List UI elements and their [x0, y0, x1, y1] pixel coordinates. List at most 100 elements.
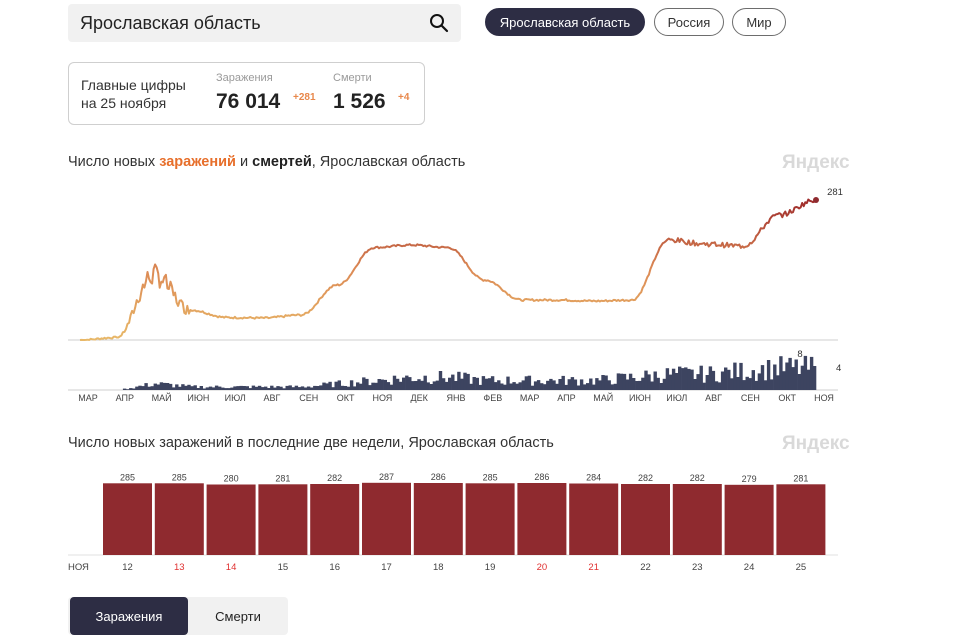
deaths-bar	[303, 387, 308, 390]
deaths-bar	[325, 383, 329, 390]
bar	[621, 484, 670, 555]
deaths-bar	[788, 357, 792, 390]
bar-value-label: 282	[638, 473, 653, 483]
pill-russia[interactable]: Россия	[654, 8, 724, 36]
month-label: МАЙ	[593, 392, 613, 403]
metric-toggle: Заражения Смерти	[68, 597, 288, 635]
deaths-bar	[211, 387, 216, 390]
deaths-bar	[616, 373, 621, 390]
deaths-bar	[221, 387, 225, 390]
deaths-bar	[362, 377, 366, 390]
toggle-infections-button[interactable]: Заражения	[70, 597, 188, 635]
deaths-bar	[558, 379, 562, 390]
title-middle: и	[235, 154, 253, 170]
deaths-bar	[267, 388, 271, 390]
deaths-delta: +4	[398, 92, 410, 103]
deaths-bar	[313, 385, 317, 390]
deaths-bar	[423, 375, 427, 390]
pill-yaroslavl-region[interactable]: Ярославская область	[485, 8, 645, 36]
deaths-bar	[245, 386, 249, 390]
bar-value-label: 280	[224, 474, 239, 484]
deaths-bar	[760, 365, 765, 390]
bar-value-label: 282	[690, 473, 705, 483]
deaths-bar	[356, 382, 360, 390]
deaths-bar	[282, 388, 286, 390]
deaths-bar	[690, 369, 694, 390]
deaths-bar	[181, 384, 185, 390]
bar-value-label: 285	[120, 472, 135, 482]
deaths-bar	[319, 385, 323, 390]
deaths-bar	[270, 385, 274, 390]
deaths-bar	[273, 387, 277, 390]
bar-category-label: 20	[537, 562, 548, 573]
deaths-bar	[573, 379, 578, 390]
deaths-bar	[475, 377, 479, 390]
month-label: ИЮЛ	[225, 393, 246, 403]
deaths-bar	[509, 383, 513, 390]
month-label: СЕН	[299, 393, 318, 403]
deaths-bar	[138, 385, 142, 390]
deaths-bar	[279, 386, 283, 390]
bar-value-label: 279	[742, 474, 757, 484]
deaths-bar	[395, 378, 400, 390]
deaths-bar	[779, 356, 783, 390]
deaths-bar	[377, 379, 381, 390]
deaths-bar	[398, 381, 403, 390]
deaths-bar	[426, 382, 430, 390]
deaths-bar	[751, 370, 755, 390]
pill-world[interactable]: Мир	[732, 8, 786, 36]
deaths-bar	[745, 376, 749, 390]
deaths-bar	[227, 388, 231, 390]
deaths-bar	[736, 377, 740, 390]
deaths-bar	[638, 380, 642, 390]
deaths-bar	[549, 378, 553, 390]
deaths-bar	[782, 371, 786, 390]
bar-category-label: 25	[796, 562, 807, 573]
deaths-bar	[371, 382, 375, 390]
bar	[724, 484, 774, 555]
search-icon[interactable]	[429, 13, 449, 33]
month-axis: МАР АПР МАЙ ИЮН ИЮЛ АВГ СЕН ОКТ НОЯ ДЕК ЯНВ ФЕВ МАР А…	[78, 392, 834, 403]
deaths-bar	[178, 386, 182, 390]
deaths-bar	[448, 377, 452, 390]
deaths-bar	[414, 381, 418, 390]
infections-caption: Заражения	[216, 72, 273, 84]
deaths-bar	[601, 375, 605, 390]
deaths-bar	[150, 386, 154, 390]
deaths-bar	[773, 364, 777, 390]
deaths-bar	[276, 386, 280, 390]
deaths-bar	[466, 373, 470, 390]
deaths-bar	[291, 387, 295, 390]
toggle-deaths-button[interactable]: Смерти	[215, 608, 261, 624]
deaths-bar	[635, 381, 639, 390]
deaths-bar	[515, 383, 519, 390]
deaths-bar	[662, 378, 667, 390]
deaths-bar	[500, 383, 504, 390]
region-search-input[interactable]: Ярославская область	[68, 4, 461, 42]
deaths-bar	[408, 377, 412, 390]
deaths-bar	[619, 373, 624, 390]
deaths-bar	[598, 380, 602, 390]
bar-category-label: 21	[588, 562, 599, 573]
deaths-bar	[463, 372, 467, 390]
deaths-bar	[705, 375, 709, 390]
deaths-bar	[586, 383, 590, 390]
deaths-bar	[469, 383, 473, 390]
deaths-bar	[763, 380, 768, 390]
deaths-bar	[132, 388, 136, 390]
deaths-bar	[337, 380, 341, 390]
deaths-bar	[202, 388, 207, 390]
deaths-bar	[168, 383, 173, 390]
yandex-watermark: Яндекс	[782, 152, 850, 173]
deaths-bar	[218, 386, 222, 390]
month-label: ИЮН	[187, 393, 209, 403]
deaths-bar	[727, 369, 731, 390]
infections-total: 76 014	[216, 90, 281, 113]
deaths-bar	[733, 362, 737, 390]
deaths-bar	[374, 382, 378, 390]
deaths-total: 1 526	[333, 90, 386, 113]
deaths-bar	[625, 379, 630, 390]
deaths-bar	[540, 383, 544, 390]
bar	[154, 483, 204, 555]
deaths-bar	[665, 368, 670, 390]
